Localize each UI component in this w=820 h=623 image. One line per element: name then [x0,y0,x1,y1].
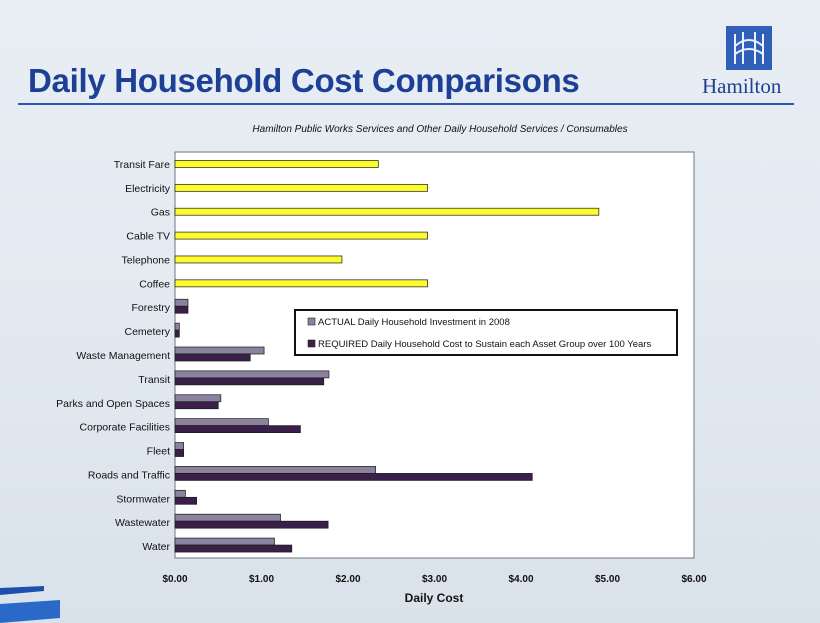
bar-required-fleet [174,449,184,457]
bar-required-stormwater [174,496,197,505]
category-label-cemetery: Cemetery [124,326,170,338]
x-tick-label-0: $0.00 [162,574,187,585]
category-label-telephone: Telephone [122,254,171,266]
category-label-stormwater: Stormwater [116,493,170,505]
x-tick-label-6: $6.00 [681,574,706,585]
bars-group [174,160,600,553]
footer-swoosh [0,586,60,623]
bar-required-water [174,544,293,553]
slide-title: Daily Household Cost Comparisons [28,62,580,99]
bar-actual-corporate-facilities [174,418,269,426]
category-label-transit-fare: Transit Fare [114,159,170,171]
title-underline [18,103,794,105]
legend-swatch-required [307,339,316,348]
category-label-water: Water [142,541,170,553]
bar-consumable-telephone [174,255,343,264]
legend-swatch-actual [307,317,316,326]
bar-required-parks-and-open-spaces [174,401,219,410]
category-label-roads-and-traffic: Roads and Traffic [88,469,170,481]
hamilton-logo-icon [726,26,772,70]
x-tick-labels: $0.00 $1.00 $2.00 $3.00 $4.00 $5.00 $6.00 [162,574,706,585]
bar-consumable-gas [174,207,600,216]
bar-required-corporate-facilities [174,425,301,433]
x-tick-label-3: $3.00 [422,574,447,585]
x-tick-label-4: $4.00 [508,574,533,585]
logo-wordmark: Hamilton [702,74,782,98]
bar-actual-stormwater [174,489,186,498]
category-label-coffee: Coffee [139,278,170,290]
bar-actual-waste-management [174,346,265,355]
category-label-waste-management: Waste Management [76,350,170,362]
bar-required-transit [174,377,325,386]
category-label-transit: Transit [138,374,170,386]
bar-actual-roads-and-traffic [174,466,377,474]
bar-consumable-electricity [174,183,428,192]
bar-actual-cemetery [174,322,180,331]
bar-actual-parks-and-open-spaces [174,394,222,403]
legend: ACTUAL Daily Household Investment in 200… [294,309,678,356]
bar-consumable-coffee [174,279,428,288]
category-label-wastewater: Wastewater [115,517,171,529]
x-tick-label-1: $1.00 [249,574,274,585]
bar-consumable-cable-tv [174,231,428,240]
category-label-corporate-facilities: Corporate Facilities [80,422,170,434]
bar-actual-wastewater [174,513,281,522]
category-label-cable-tv: Cable TV [126,231,170,243]
bar-actual-water [174,537,275,546]
x-tick-label-2: $2.00 [335,574,360,585]
x-tick-label-5: $5.00 [595,574,620,585]
bar-required-waste-management [174,353,251,362]
bar-required-forestry [174,305,189,314]
category-label-gas: Gas [151,207,170,219]
bar-required-cemetery [174,329,180,338]
bar-required-wastewater [174,520,329,529]
bar-actual-transit [174,370,330,379]
category-label-parks-and-open-spaces: Parks and Open Spaces [56,398,170,410]
x-axis-title: Daily Cost [405,591,464,605]
category-labels: Transit Fare Electricity Gas Cable TV Teleph… [56,159,171,553]
category-label-fleet: Fleet [147,446,170,458]
legend-box [294,309,678,356]
legend-label-required: REQUIRED Daily Household Cost to Sustain… [318,339,651,350]
category-label-electricity: Electricity [125,183,171,195]
bar-actual-forestry [174,298,189,307]
category-label-forestry: Forestry [131,302,170,314]
bar-consumable-transit-fare [174,160,379,168]
legend-label-actual: ACTUAL Daily Household Investment in 200… [318,317,510,328]
bar-actual-fleet [174,442,184,450]
bar-required-roads-and-traffic [174,473,533,481]
chart-subtitle: Hamilton Public Works Services and Other… [252,124,628,135]
